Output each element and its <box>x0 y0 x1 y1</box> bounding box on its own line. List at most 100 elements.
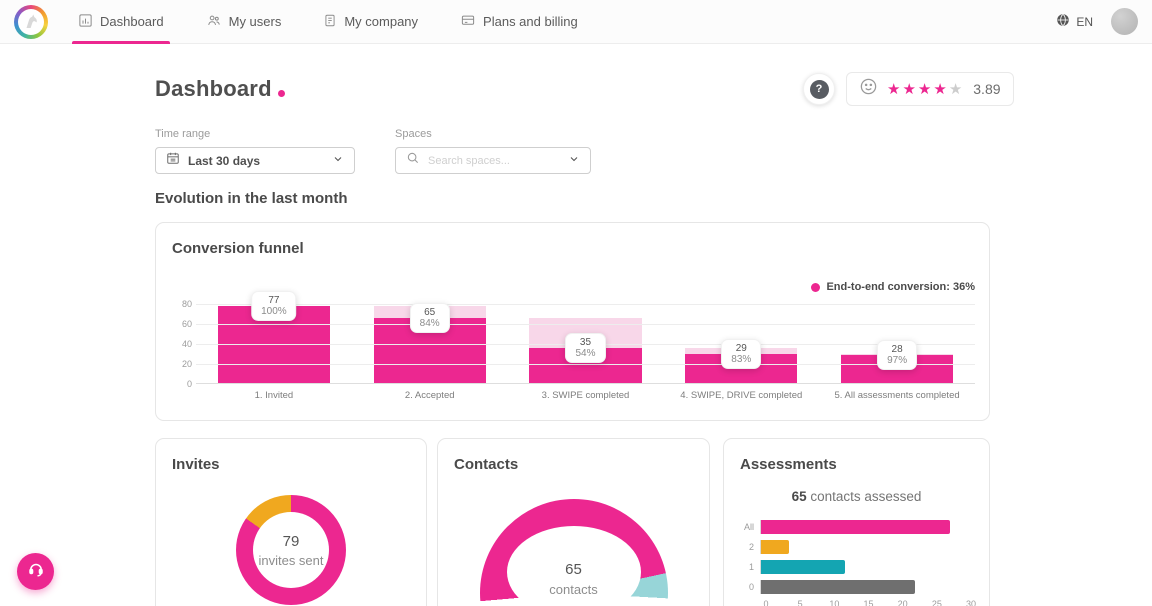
assessment-row: 0 <box>738 577 971 597</box>
time-range-filter: Time range Last 30 days <box>155 128 355 174</box>
assessments-title: Assessments <box>740 456 837 473</box>
invites-title: Invites <box>172 456 220 473</box>
assessment-bar-track <box>760 520 971 534</box>
invites-donut-chart: 79 invites sent <box>236 495 346 605</box>
assessed-suffix: contacts assessed <box>806 489 922 504</box>
contacts-card: Contacts 65 contacts <box>437 438 710 606</box>
funnel-bar-column: 28 97% 5. All assessments completed <box>819 304 975 401</box>
company-icon <box>323 13 337 31</box>
chevron-down-icon <box>568 152 580 170</box>
help-button[interactable]: ? <box>803 73 835 105</box>
gridline <box>196 364 975 365</box>
invites-donut-center: 79 invites sent <box>253 512 329 588</box>
funnel-category-label: 4. SWIPE, DRIVE completed <box>680 390 803 401</box>
smiley-icon <box>859 77 878 101</box>
time-range-value: Last 30 days <box>188 153 261 168</box>
time-range-label: Time range <box>155 128 211 140</box>
assessment-bar-track <box>760 540 971 554</box>
app-logo[interactable] <box>14 4 48 39</box>
tab-plans-and-billing[interactable]: Plans and billing <box>454 0 584 44</box>
funnel-bar-value: 35 <box>579 337 592 348</box>
support-button[interactable] <box>17 553 54 590</box>
time-range-select[interactable]: Last 30 days <box>155 147 355 174</box>
funnel-title: Conversion funnel <box>172 240 304 257</box>
gridline <box>196 304 975 305</box>
funnel-plot-area: 77 100% 1. Invited 65 84% 2. Accepted 35 54% 3. … <box>182 291 975 401</box>
x-axis-tick: 15 <box>863 599 874 606</box>
assessments-card: Assessments 65 contacts assessed All 2 1 0 … <box>723 438 990 606</box>
star-icon: ★ <box>902 80 918 98</box>
contacts-title: Contacts <box>454 456 519 473</box>
x-axis-tick: 25 <box>931 599 942 606</box>
tab-my-company[interactable]: My company <box>317 0 424 44</box>
invites-card: Invites 79 invites sent <box>155 438 427 606</box>
funnel-category-label: 5. All assessments completed <box>834 390 960 401</box>
users-icon <box>206 13 222 31</box>
assessment-row: 2 <box>738 537 971 557</box>
language-label: EN <box>1076 14 1093 29</box>
funnel-bar-label: 65 84% <box>409 303 450 333</box>
title-dot <box>277 90 285 97</box>
funnel-bar-percent: 54% <box>575 348 596 359</box>
billing-icon <box>460 13 476 31</box>
funnel-bar-value: 29 <box>735 343 747 354</box>
contacts-caption: contacts <box>549 582 598 597</box>
contacts-gauge-center: 65 contacts <box>480 561 668 597</box>
assessments-x-axis: 0 5 10 15 20 25 30 <box>763 599 976 606</box>
star-icon: ★ <box>917 80 934 98</box>
funnel-bar-column: 29 83% 4. SWIPE, DRIVE completed <box>663 304 819 401</box>
legend-dot-icon <box>811 282 821 292</box>
assessment-bar-track <box>760 560 971 574</box>
x-axis-tick: 30 <box>965 599 977 606</box>
funnel-category-label: 2. Accepted <box>404 390 455 401</box>
spaces-filter: Spaces Search spaces... <box>395 128 591 174</box>
rating-widget[interactable]: ★★★★★ 3.89 <box>846 72 1014 106</box>
tab-dashboard[interactable]: Dashboard <box>72 0 170 44</box>
gridline <box>196 324 975 325</box>
rating-value: 3.89 <box>973 81 1001 97</box>
page-title: Dashboard <box>155 76 272 101</box>
assessment-row-label: All <box>743 522 754 532</box>
legend-label: End-to-end conversion: 36% <box>826 281 975 293</box>
assessed-count: 65 <box>791 489 807 504</box>
star-icon: ★ <box>933 80 949 98</box>
star-icon: ★ <box>948 80 965 98</box>
globe-icon <box>1056 13 1070 30</box>
language-selector[interactable]: EN <box>1056 13 1093 30</box>
funnel-bar-column: 65 84% 2. Accepted <box>352 303 508 401</box>
assessment-row-label: 0 <box>748 582 754 592</box>
page-title-row: Dashboard <box>155 76 285 102</box>
assessment-row: 1 <box>738 557 971 577</box>
assessment-bar <box>761 540 789 554</box>
funnel-category-label: 1. Invited <box>254 390 294 401</box>
tab-label: Plans and billing <box>483 14 578 29</box>
star-rating: ★★★★★ <box>887 82 964 97</box>
funnel-chart: 77 100% 1. Invited 65 84% 2. Accepted 35 54% 3. … <box>172 291 975 406</box>
funnel-bar-percent: 84% <box>419 318 440 329</box>
invites-count: 79 <box>282 532 300 550</box>
unicorn-logo-icon <box>18 8 44 35</box>
contacts-count: 65 <box>565 561 582 578</box>
assessment-row: All <box>738 517 971 537</box>
tab-my-users[interactable]: My users <box>200 0 288 44</box>
question-mark-icon: ? <box>809 79 829 99</box>
assessments-heading: 65 contacts assessed <box>724 489 989 504</box>
contacts-gauge-chart: 65 contacts <box>479 499 668 606</box>
avatar[interactable] <box>1111 8 1138 35</box>
funnel-bar-label: 29 83% <box>721 339 762 369</box>
funnel-bar-value: 28 <box>891 344 903 355</box>
star-icon: ★ <box>887 80 903 98</box>
funnel-bar-percent: 97% <box>887 355 908 366</box>
section-title: Evolution in the last month <box>155 190 348 207</box>
conversion-funnel-card: Conversion funnel End-to-end conversion:… <box>155 222 990 421</box>
funnel-bar-label: 35 54% <box>565 333 606 363</box>
calendar-icon <box>166 151 180 170</box>
spaces-select[interactable]: Search spaces... <box>395 147 591 174</box>
funnel-category-label: 3. SWIPE completed <box>541 390 630 401</box>
x-axis-tick: 5 <box>797 599 803 606</box>
search-icon <box>406 151 420 170</box>
bar-chart-icon <box>78 13 93 31</box>
y-axis-tick: 60 <box>181 319 192 329</box>
top-navigation: Dashboard My users My company Plans and … <box>0 0 1152 44</box>
